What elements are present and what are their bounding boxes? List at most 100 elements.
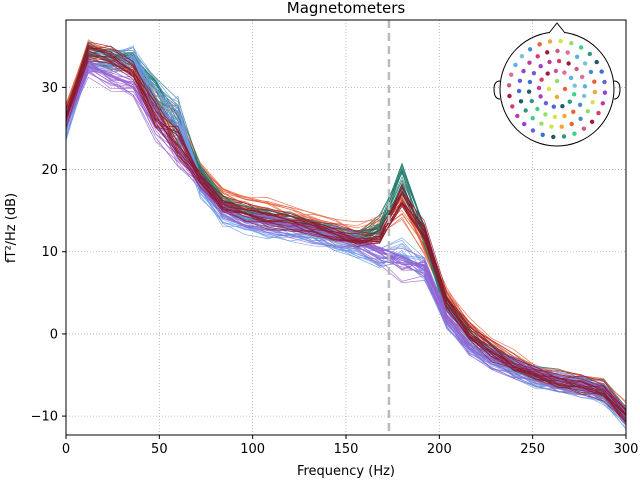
sensor-dot (552, 114, 558, 120)
sensor-dot (580, 74, 585, 80)
sensor-dot (537, 42, 542, 47)
x-tick-label: 300 (614, 442, 639, 457)
sensor-dot (565, 50, 570, 55)
y-ticks: −10 0 10 20 30 (31, 81, 66, 425)
sensor-dot (599, 69, 604, 74)
sensor-dot (602, 90, 608, 95)
sensor-dot (569, 121, 574, 127)
sensor-dot (522, 121, 527, 127)
left-ear (493, 80, 501, 100)
sensor-dot (519, 54, 525, 59)
sensor-dot (572, 131, 577, 136)
sensor-dot (581, 126, 587, 131)
sensor-dot (587, 51, 592, 57)
sensor-dot (530, 128, 536, 133)
sensor-dot (578, 45, 584, 50)
sensor-dot (602, 79, 607, 85)
sensor-dot (516, 88, 522, 94)
sensor-dot (527, 79, 533, 85)
sensor-dot (510, 104, 515, 109)
sensor-dot (590, 100, 595, 105)
sensor-dot (513, 62, 518, 68)
y-tick-label: 10 (41, 245, 58, 260)
series-line (65, 58, 627, 424)
sensor-dot (588, 69, 594, 75)
series-line (65, 69, 627, 422)
series-line (65, 68, 627, 421)
sensor-dot (555, 48, 560, 54)
series-lines (65, 39, 627, 430)
sensor-dot (561, 134, 567, 139)
sensor-dot (589, 119, 595, 125)
sensor-dot (546, 86, 552, 92)
sensor-dot (592, 79, 597, 84)
y-tick-label: 30 (41, 81, 58, 96)
sensor-dot (574, 66, 579, 72)
sensor-dot (600, 101, 605, 106)
sensor-dot (585, 109, 590, 114)
sensor-dot (551, 104, 556, 109)
x-tick-label: 250 (520, 442, 545, 457)
sensor-dot (582, 84, 588, 89)
sensor-dot (540, 132, 545, 137)
sensor-dot (560, 104, 565, 109)
sensor-dot (574, 54, 580, 59)
sensor-dot (535, 54, 540, 59)
sensor-dot (572, 83, 577, 88)
sensor-dot (538, 94, 543, 99)
series-line (65, 44, 627, 410)
sensor-dot (527, 47, 533, 52)
x-tick-label: 0 (62, 442, 70, 457)
series-line (65, 46, 627, 417)
sensor-dot (539, 121, 544, 126)
sensor-dot (556, 58, 562, 64)
chart-title: Magnetometers (287, 0, 406, 17)
series-line (65, 76, 627, 421)
sensor-dot (545, 71, 550, 76)
sensor-dot (535, 106, 540, 112)
sensor-dot (571, 109, 576, 115)
sensor-dot (569, 41, 574, 46)
sensor-dot (594, 59, 599, 65)
x-tick-label: 50 (151, 442, 168, 457)
sensor-dot (551, 134, 556, 140)
sensor-dot (518, 99, 524, 104)
sensor-dot (539, 77, 544, 82)
series-line (65, 60, 627, 422)
right-ear (613, 80, 621, 100)
nose-outline (548, 22, 566, 34)
series-line (65, 47, 627, 411)
sensor-dot (543, 112, 548, 117)
sensor-dot (547, 39, 553, 44)
x-tick-label: 150 (334, 442, 359, 457)
x-tick-label: 100 (240, 442, 265, 457)
sensor-dot (559, 124, 564, 129)
sensor-dot (582, 61, 588, 66)
sensor-dot (547, 59, 552, 65)
sensor-dot (543, 101, 549, 106)
sensor-dot (515, 113, 520, 119)
sensor-dot (566, 61, 571, 66)
sensor-dot (527, 60, 532, 65)
y-tick-label: −10 (31, 410, 58, 425)
sensor-dot (545, 50, 550, 55)
x-ticks: 0 50 100 150 200 250 300 (62, 435, 639, 457)
sensor-dot (581, 93, 587, 99)
sensor-dot (554, 78, 560, 84)
x-axis-label: Frequency (Hz) (297, 464, 395, 479)
sensor-dot (562, 70, 567, 75)
sensor-dot (592, 89, 598, 95)
sensor-dot (578, 116, 583, 122)
sensor-dot (562, 113, 567, 119)
sensor-dot (538, 63, 543, 69)
sensor-dot (509, 72, 514, 77)
sensor-dot (523, 108, 528, 113)
y-tick-label: 20 (41, 163, 58, 178)
sensor-dot (596, 110, 601, 116)
x-tick-label: 200 (427, 442, 452, 457)
sensor-dot (562, 86, 568, 92)
sensor-dot (568, 75, 574, 81)
sensor-dot (577, 102, 583, 108)
sensor-dot (526, 89, 532, 94)
